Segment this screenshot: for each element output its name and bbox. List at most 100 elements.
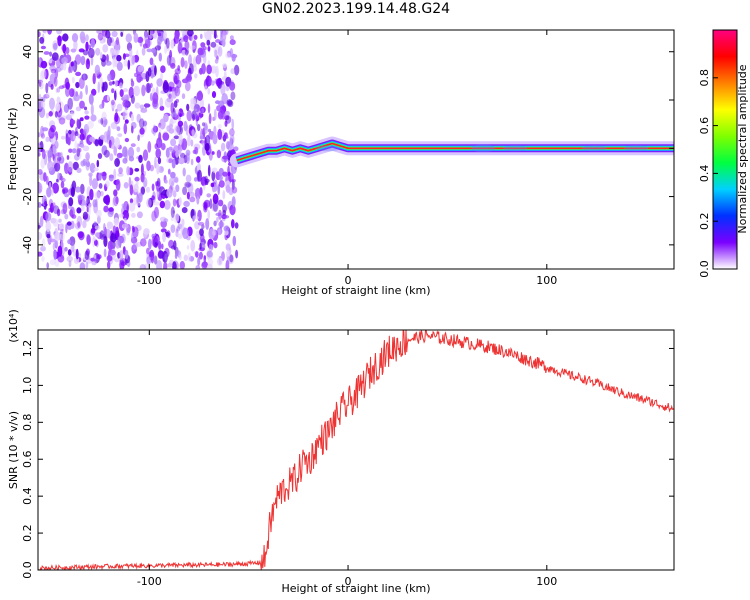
noise-blob bbox=[211, 170, 216, 182]
noise-blob bbox=[97, 81, 101, 94]
noise-blob bbox=[222, 171, 228, 177]
noise-blob bbox=[130, 80, 135, 87]
spectrogram-x-axis-label: Height of straight line (km) bbox=[281, 284, 430, 297]
noise-blob bbox=[203, 53, 207, 65]
x-tick-label: 100 bbox=[536, 575, 557, 588]
noise-blob bbox=[162, 231, 167, 243]
noise-blob bbox=[146, 198, 152, 208]
noise-blob bbox=[115, 226, 120, 238]
noise-blob bbox=[38, 251, 43, 257]
noise-blob bbox=[133, 85, 140, 97]
noise-blob bbox=[168, 177, 175, 187]
noise-blob bbox=[230, 91, 236, 101]
noise-blob bbox=[68, 129, 72, 135]
noise-blob bbox=[214, 49, 218, 58]
snr-y-axis-label: SNR (10 * v/v) bbox=[7, 411, 20, 489]
noise-blob bbox=[166, 55, 172, 66]
noise-blob bbox=[148, 238, 152, 250]
noise-blob bbox=[75, 81, 80, 89]
noise-blob bbox=[185, 183, 192, 187]
noise-blob bbox=[217, 46, 223, 57]
noise-blob bbox=[180, 57, 185, 68]
noise-blob bbox=[113, 189, 118, 197]
noise-blob bbox=[73, 39, 78, 51]
spectrogram-panel: -100 0 100 -40 -20 0 20 40 Height of straight l… bbox=[6, 29, 675, 297]
signal-bump bbox=[503, 145, 527, 152]
noise-blob bbox=[220, 83, 226, 96]
noise-blob bbox=[88, 93, 94, 105]
noise-blob bbox=[222, 135, 229, 140]
noise-blob bbox=[96, 254, 102, 260]
noise-blob bbox=[128, 202, 136, 212]
noise-blob bbox=[44, 201, 47, 206]
noise-blob bbox=[127, 59, 131, 70]
noise-blob bbox=[173, 240, 177, 251]
noise-blob bbox=[61, 135, 66, 140]
noise-blob bbox=[56, 96, 61, 104]
noise-blob bbox=[116, 54, 122, 62]
noise-blob bbox=[217, 184, 220, 196]
noise-blob bbox=[170, 112, 178, 118]
noise-blob bbox=[46, 187, 52, 198]
snr-y-multiplier: (x10⁴) bbox=[7, 309, 20, 343]
noise-blob bbox=[55, 102, 61, 112]
noise-blob bbox=[212, 193, 219, 205]
colorbar-tick-label: 0.8 bbox=[698, 69, 711, 87]
noise-blob bbox=[94, 191, 101, 200]
noise-blob bbox=[157, 157, 162, 165]
noise-blob bbox=[92, 73, 96, 85]
noise-blob bbox=[175, 232, 179, 237]
noise-blob bbox=[105, 60, 112, 66]
noise-blob bbox=[146, 247, 150, 255]
noise-blob bbox=[231, 178, 236, 183]
noise-blob bbox=[187, 252, 191, 262]
noise-blob bbox=[129, 184, 134, 196]
noise-blob bbox=[131, 55, 136, 65]
noise-blob bbox=[204, 143, 210, 152]
noise-blob bbox=[186, 191, 190, 200]
noise-blob bbox=[64, 193, 70, 198]
noise-blob bbox=[160, 72, 164, 81]
noise-blob bbox=[104, 226, 107, 239]
noise-blob bbox=[75, 106, 82, 112]
noise-blob bbox=[91, 178, 98, 190]
noise-blob bbox=[154, 45, 162, 51]
noise-blob bbox=[186, 245, 190, 250]
noise-blob bbox=[171, 158, 176, 169]
noise-blob bbox=[170, 224, 176, 233]
noise-blob bbox=[213, 30, 217, 39]
noise-blob bbox=[218, 180, 225, 188]
noise-blob bbox=[49, 51, 53, 57]
noise-blob bbox=[40, 45, 47, 50]
noise-blob bbox=[194, 146, 199, 155]
noise-blob bbox=[206, 64, 212, 75]
noise-blob bbox=[217, 199, 224, 207]
noise-blob bbox=[89, 136, 95, 143]
noise-blob bbox=[41, 256, 45, 262]
noise-blob bbox=[124, 149, 128, 161]
noise-blob bbox=[216, 216, 219, 223]
noise-blob bbox=[174, 68, 181, 75]
noise-blob bbox=[69, 209, 74, 217]
noise-blob bbox=[57, 245, 63, 257]
noise-blob bbox=[147, 67, 152, 77]
chart-title: GN02.2023.199.14.48.G24 bbox=[261, 1, 451, 17]
noise-blob bbox=[59, 175, 64, 181]
noise-blob bbox=[110, 232, 117, 243]
noise-blob bbox=[172, 198, 177, 207]
noise-blob bbox=[170, 62, 176, 69]
noise-blob bbox=[225, 243, 231, 251]
noise-blob bbox=[71, 33, 79, 43]
noise-blob bbox=[231, 118, 234, 130]
noise-blob bbox=[179, 113, 182, 118]
noise-blob bbox=[122, 109, 128, 120]
noise-blob bbox=[168, 93, 172, 99]
noise-blob bbox=[84, 250, 90, 260]
noise-blob bbox=[154, 241, 158, 248]
noise-blob bbox=[143, 180, 147, 188]
noise-blob bbox=[195, 54, 202, 65]
noise-blob bbox=[138, 154, 143, 163]
noise-blob bbox=[115, 179, 121, 191]
noise-blob bbox=[63, 52, 67, 57]
noise-blob bbox=[213, 125, 217, 136]
